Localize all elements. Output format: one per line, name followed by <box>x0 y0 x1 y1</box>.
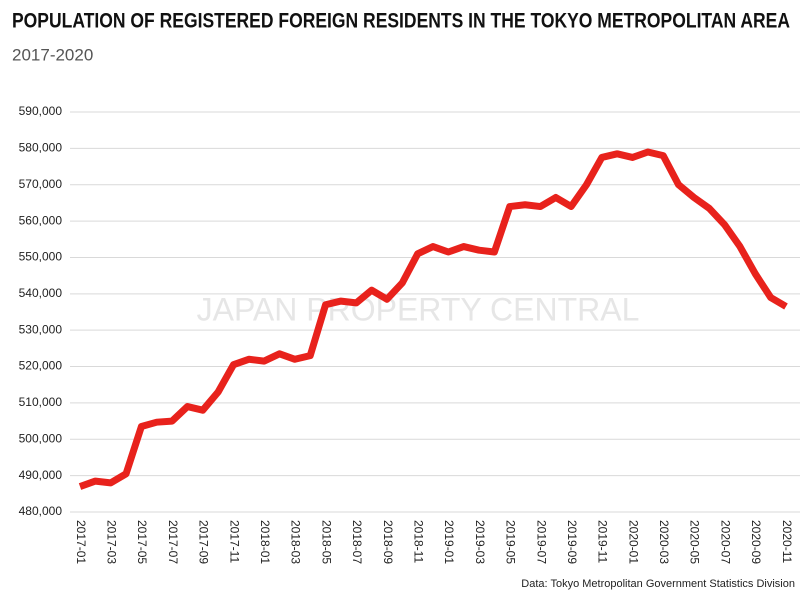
x-tick-label: 2019-01 <box>442 520 456 564</box>
x-tick-label: 2018-11 <box>411 520 425 563</box>
x-tick-label: 2020-07 <box>718 520 732 564</box>
x-tick-label: 2020-05 <box>688 520 702 564</box>
x-tick-label: 2018-03 <box>289 520 303 564</box>
x-tick-label: 2017-09 <box>197 520 211 564</box>
data-line <box>78 148 788 490</box>
chart-title: POPULATION OF REGISTERED FOREIGN RESIDEN… <box>12 10 790 33</box>
x-tick-label: 2019-09 <box>565 520 579 564</box>
source-note: Data: Tokyo Metropolitan Government Stat… <box>521 578 795 590</box>
x-tick-label: 2017-07 <box>166 520 180 564</box>
y-tick-label: 480,000 <box>19 504 63 518</box>
chart-subtitle: 2017-2020 <box>12 45 93 64</box>
x-tick-label: 2018-09 <box>381 520 395 564</box>
x-tick-label: 2020-03 <box>657 520 671 564</box>
x-tick-label: 2020-11 <box>780 520 794 563</box>
x-tick-label: 2018-05 <box>319 520 333 564</box>
y-tick-label: 490,000 <box>19 468 63 482</box>
x-tick-label: 2020-09 <box>749 520 763 564</box>
x-tick-label: 2019-05 <box>504 520 518 564</box>
watermark: JAPAN PROPERTY CENTRAL <box>197 291 640 327</box>
x-tick-label: 2018-01 <box>258 520 272 564</box>
x-tick-label: 2018-07 <box>350 520 364 564</box>
x-tick-label: 2020-01 <box>626 520 640 564</box>
y-tick-label: 550,000 <box>19 250 63 264</box>
x-tick-label: 2017-05 <box>135 520 149 564</box>
y-tick-label: 580,000 <box>19 141 63 155</box>
y-tick-label: 500,000 <box>19 431 63 445</box>
x-tick-label: 2019-11 <box>596 520 610 563</box>
y-tick-label: 540,000 <box>19 286 63 300</box>
y-tick-label: 520,000 <box>19 359 63 373</box>
x-tick-label: 2019-03 <box>473 520 487 564</box>
y-tick-label: 570,000 <box>19 177 63 191</box>
x-tick-label: 2017-03 <box>105 520 119 564</box>
y-tick-label: 590,000 <box>19 104 63 118</box>
x-tick-label: 2017-11 <box>227 520 241 563</box>
y-tick-label: 560,000 <box>19 213 63 227</box>
x-tick-label: 2019-07 <box>534 520 548 564</box>
x-tick-label: 2017-01 <box>74 520 88 564</box>
y-tick-label: 530,000 <box>19 322 63 336</box>
y-tick-label: 510,000 <box>19 395 63 409</box>
